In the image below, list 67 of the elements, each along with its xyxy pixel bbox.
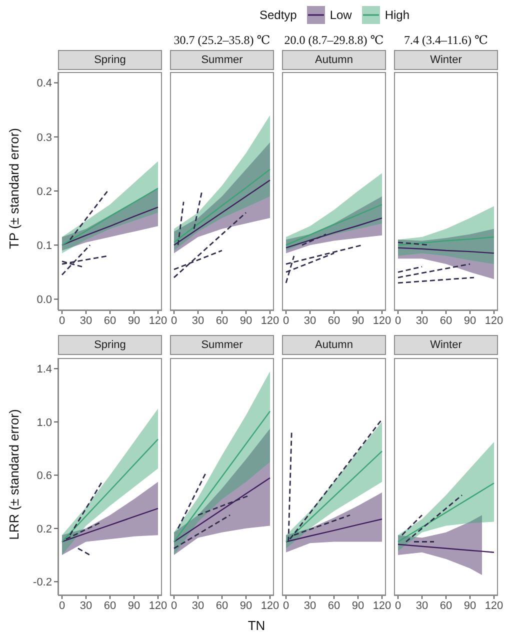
y-tick-label: 0.3	[36, 132, 52, 144]
x-tick-label: 120	[260, 600, 280, 612]
legend-label: High	[384, 8, 410, 22]
x-tick-label: 0	[58, 314, 66, 327]
chart-title: Spring	[58, 335, 162, 355]
y-axis-title: TP (± standard error)	[6, 126, 22, 252]
x-tick-label: 90	[352, 600, 364, 612]
x-tick-label: 30	[416, 314, 428, 327]
y-tick-label: 0.0	[36, 294, 52, 306]
x-tick-label: 90	[240, 600, 252, 612]
legend-label: Low	[330, 8, 352, 22]
y-tick-label: 0.2	[36, 523, 52, 536]
x-tick-label: 0	[170, 600, 178, 612]
x-tick-label: 90	[240, 314, 252, 327]
y-tick-label: 0.1	[36, 240, 52, 252]
x-tick-label: 90	[128, 600, 140, 612]
x-tick-label: 0	[282, 600, 290, 612]
x-tick-label: 60	[328, 314, 340, 327]
x-tick-label: 0	[394, 314, 402, 327]
chart-title: Winter	[394, 50, 498, 70]
x-tick-label: 120	[148, 314, 168, 327]
y-tick-label: -0.2	[33, 576, 52, 589]
chart-title: Summer	[170, 335, 274, 355]
x-tick-label: 60	[104, 600, 116, 612]
x-tick-label: 120	[484, 600, 504, 612]
chart-subtitle: 20.0 (8.7–29.8.8) ℃	[284, 33, 384, 47]
y-tick-label: 0.4	[36, 78, 52, 90]
x-tick-label: 0	[394, 600, 402, 612]
x-tick-label: 90	[128, 314, 140, 327]
x-tick-label: 30	[416, 600, 428, 612]
x-tick-label: 30	[80, 600, 92, 612]
x-tick-label: 60	[440, 600, 452, 612]
x-tick-label: 90	[464, 314, 476, 327]
chart-title: Spring	[58, 50, 162, 70]
x-tick-label: 120	[372, 600, 392, 612]
x-axis-title: TN	[246, 618, 266, 633]
x-tick-label: 60	[440, 314, 452, 327]
x-tick-label: 30	[192, 600, 204, 612]
x-tick-label: 60	[216, 314, 228, 327]
y-tick-label: 0.2	[36, 186, 52, 198]
x-tick-label: 60	[216, 600, 228, 612]
x-tick-label: 90	[352, 314, 364, 327]
legend-title: Sedtyp	[259, 8, 297, 22]
x-tick-label: 120	[484, 314, 504, 327]
y-axis-title: LRR (± standard error)	[6, 408, 22, 542]
chart-title: Autumn	[282, 335, 386, 355]
y-tick-label: 1.0	[36, 416, 52, 429]
x-tick-label: 30	[304, 314, 316, 327]
chart-title: Winter	[394, 335, 498, 355]
x-tick-label: 0	[170, 314, 178, 327]
x-tick-label: 0	[58, 600, 66, 612]
x-tick-label: 60	[328, 600, 340, 612]
x-tick-label: 90	[464, 600, 476, 612]
chart-subtitle: 7.4 (3.4–11.6) ℃	[404, 33, 488, 47]
chart-title: Summer	[170, 50, 274, 70]
y-tick-label: 0.6	[36, 470, 52, 482]
chart-subtitle: 30.7 (25.2–35.8) ℃	[174, 33, 270, 47]
x-tick-label: 30	[80, 314, 92, 327]
x-tick-label: 0	[282, 314, 290, 327]
chart-title: Autumn	[282, 50, 386, 70]
x-tick-label: 60	[104, 314, 116, 327]
x-tick-label: 30	[192, 314, 204, 327]
x-tick-label: 30	[304, 600, 316, 612]
y-tick-label: 1.4	[36, 364, 52, 376]
x-tick-label: 120	[372, 314, 392, 327]
x-tick-label: 120	[260, 314, 280, 327]
x-tick-label: 120	[148, 600, 168, 612]
